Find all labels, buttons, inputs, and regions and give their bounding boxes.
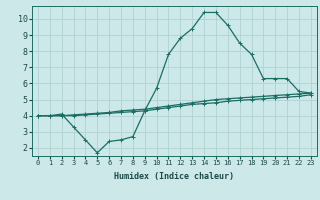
- X-axis label: Humidex (Indice chaleur): Humidex (Indice chaleur): [115, 172, 234, 181]
